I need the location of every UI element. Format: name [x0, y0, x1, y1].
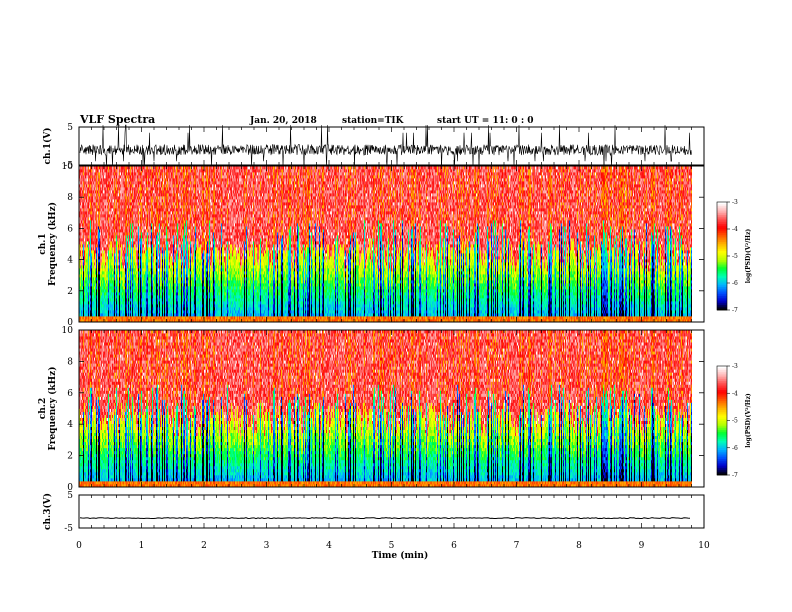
spectrogram-ch1-pixels [79, 166, 692, 322]
station-label: station=TIK [342, 116, 405, 126]
start-time-label: start UT = 11: 0 : 0 [437, 116, 534, 126]
figure-header: VLF Spectra Jan. 20, 2018 station=TIK st… [79, 113, 534, 126]
waveform-ch1-panel: 5-5ch.1(V) [42, 123, 704, 171]
ch1-waveform-line [80, 125, 692, 167]
panel-frame [79, 127, 704, 165]
y-tick-label: 5 [67, 123, 73, 133]
figure-title: VLF Spectra [79, 113, 155, 126]
date-label: Jan. 20, 2018 [249, 116, 317, 126]
y-axis-label: ch.1(V) [42, 128, 53, 165]
